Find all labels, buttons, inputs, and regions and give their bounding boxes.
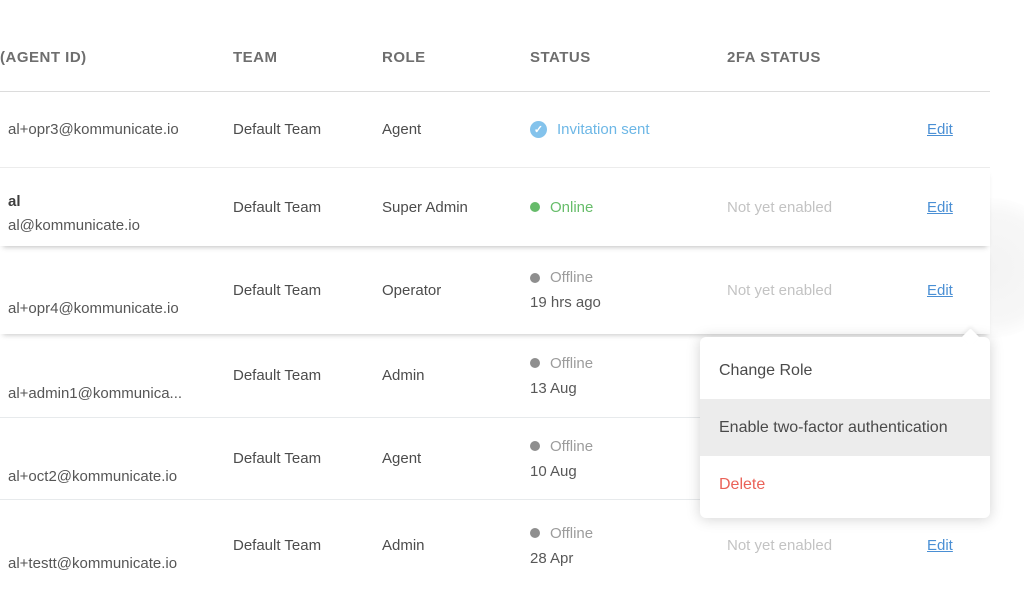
- edit-link[interactable]: Edit: [927, 537, 953, 554]
- team-cell: Default Team: [233, 537, 322, 554]
- team-cell: Default Team: [233, 450, 322, 467]
- team-cell: Default Team: [233, 281, 322, 299]
- status-cell: ✓ Invitation sent: [530, 92, 650, 167]
- column-header-agent-id: (AGENT ID): [0, 49, 87, 66]
- 2fa-status-cell: Not yet enabled: [727, 198, 833, 216]
- table-row: al al@kommunicate.io Default Team Super …: [0, 168, 990, 246]
- edit-link[interactable]: Edit: [927, 198, 953, 216]
- agent-id-cell: al+opr4@kommunicate.io: [8, 299, 179, 317]
- column-header-team: TEAM: [233, 49, 278, 66]
- team-cell: Default Team: [233, 121, 322, 138]
- edit-link[interactable]: Edit: [927, 121, 953, 138]
- offline-status-icon: [530, 528, 540, 538]
- status-cell: Online: [530, 168, 593, 246]
- status-label: Offline: [550, 354, 594, 372]
- table-body: al+opr3@kommunicate.io Default Team Agen…: [0, 92, 990, 591]
- agent-name: al: [8, 192, 21, 210]
- status-label: Offline: [550, 437, 594, 455]
- status-detail: 13 Aug: [530, 379, 577, 397]
- agent-id-cell: al+opr3@kommunicate.io: [8, 121, 179, 138]
- offline-status-icon: [530, 441, 540, 451]
- table-row: al+opr4@kommunicate.io Default Team Oper…: [0, 246, 990, 334]
- status-cell: Offline 13 Aug: [530, 334, 593, 417]
- role-cell: Super Admin: [382, 198, 468, 216]
- status-label: Online: [550, 198, 594, 216]
- status-detail: 10 Aug: [530, 462, 577, 480]
- 2fa-status-cell: Not yet enabled: [727, 281, 833, 299]
- status-cell: Offline 28 Apr: [530, 500, 593, 591]
- role-cell: Admin: [382, 537, 425, 554]
- status-label: Offline: [550, 524, 594, 542]
- status-cell: Offline 10 Aug: [530, 418, 593, 499]
- agent-email: al@kommunicate.io: [8, 216, 140, 234]
- menu-item-delete[interactable]: Delete: [719, 475, 766, 493]
- menu-item-change-role[interactable]: Change Role: [719, 361, 813, 379]
- status-label: Invitation sent: [557, 121, 650, 138]
- status-cell: Offline 19 hrs ago: [530, 246, 601, 334]
- role-cell: Admin: [382, 367, 425, 384]
- agent-id-cell: al+admin1@kommunica...: [8, 385, 183, 402]
- invitation-sent-icon: ✓: [530, 121, 547, 138]
- role-cell: Agent: [382, 450, 422, 467]
- agent-id-cell: al al@kommunicate.io: [8, 168, 224, 246]
- column-header-2fa-status: 2FA STATUS: [727, 49, 821, 66]
- online-status-icon: [530, 202, 540, 212]
- role-cell: Operator: [382, 281, 442, 299]
- role-cell: Agent: [382, 121, 422, 138]
- table-row: al+opr3@kommunicate.io Default Team Agen…: [0, 92, 990, 168]
- agent-id-cell: al+testt@kommunicate.io: [8, 555, 178, 572]
- team-cell: Default Team: [233, 198, 322, 216]
- offline-status-icon: [530, 272, 540, 283]
- table-header-row: (AGENT ID) TEAM ROLE STATUS 2FA STATUS: [0, 0, 990, 92]
- edit-link[interactable]: Edit: [927, 281, 953, 299]
- column-header-status: STATUS: [530, 49, 591, 66]
- status-label: Offline: [550, 269, 594, 286]
- offline-status-icon: [530, 358, 540, 368]
- team-cell: Default Team: [233, 367, 322, 384]
- column-header-role: ROLE: [382, 49, 426, 66]
- 2fa-status-cell: Not yet enabled: [727, 537, 833, 554]
- row-actions-context-menu: Change Role Enable two-factor authentica…: [700, 328, 990, 518]
- status-detail: 19 hrs ago: [530, 294, 601, 311]
- menu-item-enable-two-factor-authentication[interactable]: Enable two-factor authentication: [700, 399, 990, 456]
- status-detail: 28 Apr: [530, 549, 574, 567]
- agent-id-cell: al+oct2@kommunicate.io: [8, 468, 178, 485]
